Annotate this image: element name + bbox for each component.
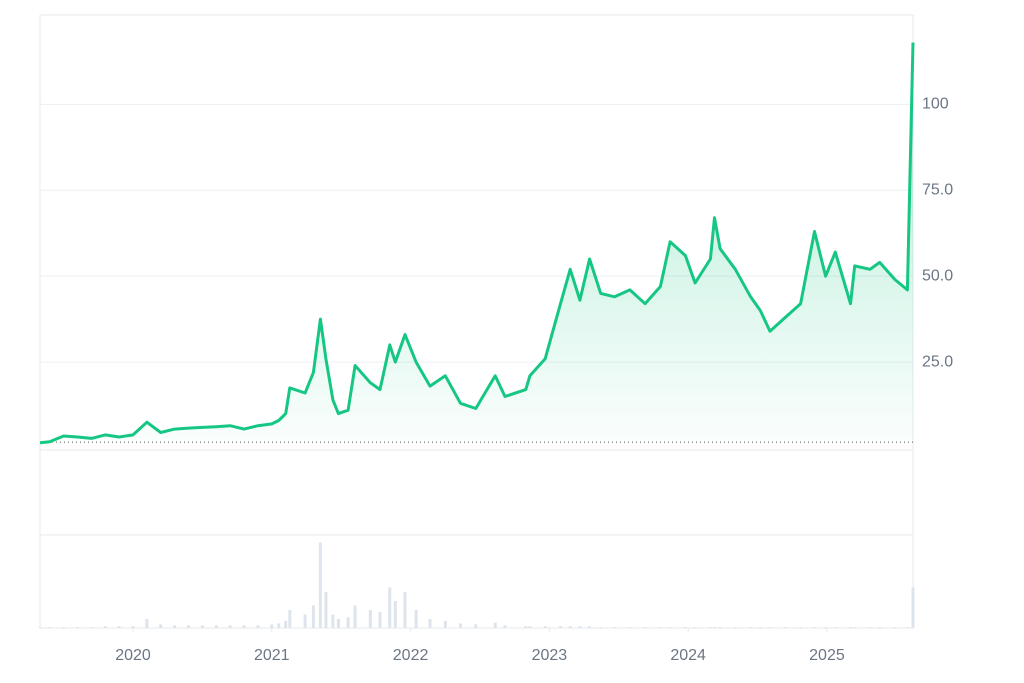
volume-bar: [613, 627, 617, 628]
volume-bar: [284, 620, 288, 628]
volume-bar: [643, 627, 647, 628]
volume-bar: [812, 627, 816, 628]
volume-bar: [853, 627, 857, 628]
volume-bar: [48, 627, 52, 628]
volume-bar: [503, 625, 507, 628]
volume-bar: [668, 627, 672, 628]
volume-bar: [318, 542, 322, 628]
volume-bar: [568, 626, 572, 628]
volume-bar: [588, 626, 592, 628]
volume-bar: [628, 627, 632, 628]
volume-bar: [89, 627, 93, 628]
volume-bar: [228, 625, 232, 628]
volume-bar: [75, 627, 79, 628]
x-tick-label: 2025: [809, 647, 845, 664]
volume-bar: [799, 627, 803, 628]
volume-bar: [474, 624, 478, 628]
volume-bar: [277, 623, 281, 628]
volume-bar: [443, 620, 447, 628]
volume-bar: [331, 614, 335, 628]
volume-bar: [62, 627, 66, 628]
volume-bar: [38, 627, 42, 628]
volume-bar: [103, 626, 107, 628]
volume-bar: [718, 627, 722, 628]
volume-bar: [131, 626, 135, 628]
x-tick-label: 2022: [393, 647, 429, 664]
volume-bar: [256, 625, 260, 628]
volume-bar: [270, 624, 274, 628]
volume-bar: [187, 625, 191, 628]
y-tick-label: 75.0: [922, 181, 953, 198]
volume-bar: [658, 627, 662, 628]
volume-bar: [683, 627, 687, 628]
volume-bar: [393, 601, 397, 628]
volume-bar: [708, 627, 712, 628]
volume-bar: [303, 614, 307, 628]
volume-bar: [749, 627, 753, 628]
volume-bar: [558, 626, 562, 628]
volume-bar: [368, 610, 372, 628]
volume-bar: [353, 605, 357, 628]
volume-bar: [200, 625, 204, 628]
x-tick-label: 2023: [532, 647, 568, 664]
volume-bar: [403, 592, 407, 628]
volume-bar: [911, 587, 915, 628]
volume-bar: [878, 627, 882, 628]
volume-bar: [173, 625, 177, 628]
y-tick-label: 50.0: [922, 267, 953, 284]
volume-bar: [733, 627, 737, 628]
volume-bar: [783, 627, 787, 628]
volume-bar: [524, 626, 528, 628]
volume-bar: [311, 605, 315, 628]
x-tick-label: 2021: [254, 647, 290, 664]
y-tick-label: 25.0: [922, 353, 953, 370]
volume-bar: [324, 592, 328, 628]
volume-bar: [758, 627, 762, 628]
volume-bar: [388, 587, 392, 628]
x-tick-label: 2024: [670, 647, 706, 664]
area: [40, 42, 913, 443]
y-tick-label: 100: [922, 96, 949, 113]
volume-bar: [493, 622, 497, 628]
x-tick-label: 2020: [115, 647, 151, 664]
volume-bar: [459, 623, 463, 628]
volume-bar: [528, 626, 532, 628]
volume-bar: [833, 627, 837, 628]
volume-bar: [214, 625, 218, 628]
volume-bar: [428, 619, 432, 628]
volume-bar: [849, 627, 853, 628]
volume-bar: [868, 627, 872, 628]
price-line: [39, 42, 915, 445]
volume-bar: [578, 626, 582, 628]
volume-bar: [336, 619, 340, 628]
volume-bar: [824, 627, 828, 628]
volume-bar: [378, 611, 382, 628]
volume-bar: [543, 626, 547, 628]
volume-bar: [159, 624, 163, 628]
volume-bar: [905, 627, 909, 628]
volume-bar: [346, 617, 350, 628]
volume-bar: [288, 610, 292, 628]
volume-bar: [713, 627, 717, 628]
volume-bar: [117, 626, 121, 628]
volume-bar: [414, 610, 418, 628]
volume-bar: [693, 627, 697, 628]
volume-bar: [893, 627, 897, 628]
volume-bar: [145, 619, 149, 628]
volume-bar: [599, 627, 603, 628]
volume-bar: [242, 625, 246, 628]
volume-bar: [768, 627, 772, 628]
